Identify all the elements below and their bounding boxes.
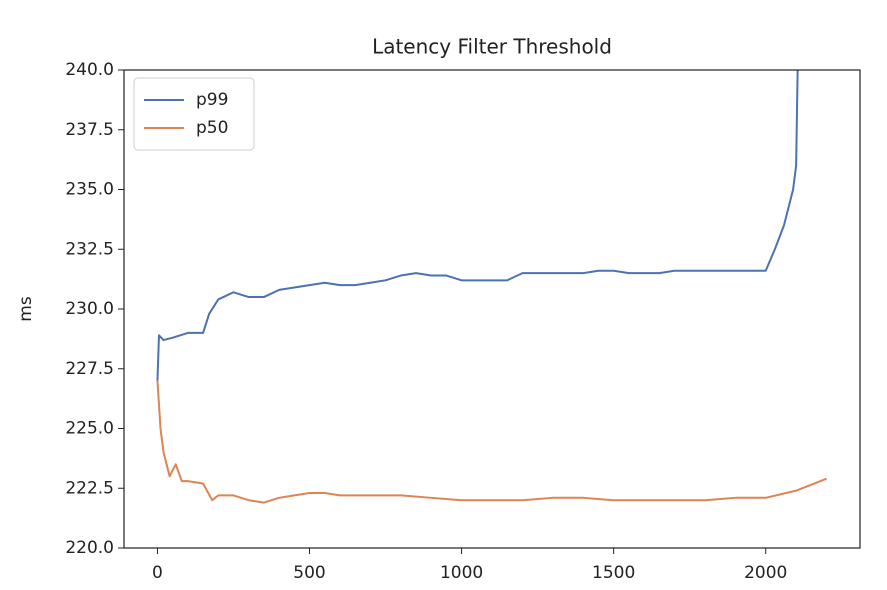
y-tick-label: 232.5 [65,239,114,259]
y-tick-label: 227.5 [65,359,114,379]
y-tick-label: 240.0 [65,60,114,80]
series-line [156,70,799,381]
legend-label: p99 [196,90,228,110]
legend-label: p50 [196,118,228,138]
y-tick-label: 222.5 [65,478,114,498]
y-tick-label: 235.0 [65,180,114,200]
series-line [156,380,827,504]
x-tick-label: 1500 [592,563,635,583]
legend-box [133,77,255,151]
y-tick-label: 225.0 [65,419,114,439]
axes-frame [123,69,861,549]
x-tick-label: 2000 [744,563,787,583]
y-tick-label: 230.0 [65,299,114,319]
chart-title: Latency Filter Threshold [372,35,612,59]
x-tick-label: 500 [293,563,325,583]
y-axis-label: ms [16,296,36,322]
x-tick-label: 1000 [440,563,483,583]
x-tick-label: 0 [152,563,163,583]
plot-area [156,70,827,504]
y-tick-label: 237.5 [65,120,114,140]
y-tick-label: 220.0 [65,538,114,558]
